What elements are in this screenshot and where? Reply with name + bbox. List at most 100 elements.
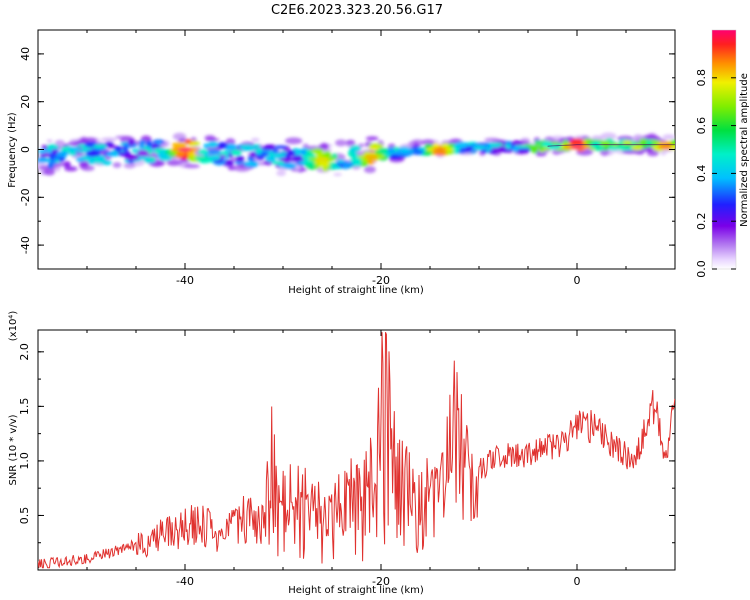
spectrogram-core-cell: [149, 157, 156, 162]
snr-panel: -40 -20 0 0.5 1.0 1.5 2.0 Height of straight l…: [8, 311, 676, 596]
spectrogram-halo-cell: [421, 139, 435, 146]
spectrogram-core-cell: [281, 162, 297, 169]
spectrogram-ylabel: Frequency (Hz): [7, 112, 18, 188]
spectrogram-core-cell: [56, 151, 69, 157]
spectrogram-halo-cell: [365, 136, 379, 141]
spectrogram-core-cell: [235, 155, 245, 163]
spectrogram-peak-core: [658, 145, 673, 149]
colorbar-tick-label: 0.0: [695, 260, 708, 278]
spectrogram-halo-cell: [54, 139, 65, 147]
spectrogram-core-cell: [441, 143, 449, 149]
spectrogram-core-cell: [489, 142, 501, 148]
spectrogram-halo-cell: [101, 137, 117, 142]
colorbar-tick-label: 0.2: [695, 212, 708, 230]
spectrogram-core-cell: [85, 150, 101, 157]
spectrogram-core-cell: [268, 151, 276, 158]
spectrogram-ridge: [547, 144, 675, 147]
spectrogram-core-cell: [289, 157, 304, 162]
spectrogram-core-cell: [337, 159, 345, 164]
colorbar-ticks: 0.0 0.2 0.4 0.6 0.8: [695, 69, 736, 278]
spectrogram-core-cell: [351, 152, 358, 156]
chart-title: C2E6.2023.323.20.56.G17: [271, 3, 443, 18]
spectrogram-halo-cell: [78, 160, 90, 168]
spectrogram-xtick-label: -20: [372, 274, 390, 287]
spectrogram-core-cell: [273, 153, 286, 158]
spectrogram-core-cell: [317, 163, 331, 168]
spectrogram-ytick-label: 0: [19, 146, 32, 153]
spectrogram-halo-cell: [599, 151, 610, 155]
spectrogram-halo-cell: [205, 138, 220, 142]
spectrogram-core-cell: [271, 148, 279, 153]
spectrogram-core-cell: [230, 149, 242, 156]
spectrogram-halo-cell: [166, 159, 183, 166]
spectrogram-peak-core: [315, 157, 330, 161]
colorbar-label: Normalized spectral amplitude: [739, 73, 750, 227]
spectrogram-halo-cell: [183, 164, 200, 169]
spectrogram-core-cell: [473, 145, 486, 151]
spectrogram-core-cell: [631, 145, 643, 151]
spectrogram-halo-cell: [363, 166, 376, 174]
spectrogram-core-cell: [311, 148, 324, 154]
spectrogram-core-cell: [114, 145, 123, 152]
spectrogram-ytick-label: 20: [19, 95, 32, 109]
spectrogram-core-cell: [123, 151, 131, 155]
spectrogram-core-cell: [93, 144, 107, 149]
snr-xtick-label: -40: [176, 575, 194, 588]
spectrogram-core-cell: [300, 149, 307, 156]
snr-xtick-label: 0: [574, 575, 581, 588]
spectrogram-ticks: -40 -20 0 -40 -20 0 20 40: [19, 29, 676, 287]
colorbar-tick-label: 0.4: [695, 165, 708, 183]
spectrogram-ytick-label: -40: [19, 236, 32, 254]
spectrogram-core-cell: [88, 158, 96, 165]
spectrogram-core-cell: [187, 152, 197, 157]
spectrogram-core-cell: [367, 161, 374, 165]
spectrogram-xtick-label: 0: [574, 274, 581, 287]
spectrogram-core-cell: [76, 149, 90, 153]
spectrogram-core-cell: [243, 161, 259, 167]
spectrogram-halo-cell: [285, 137, 303, 145]
spectrogram-core-cell: [568, 141, 582, 145]
spectrogram-core-cell: [63, 161, 71, 168]
spectrogram-xlabel: Height of straight line (km): [288, 285, 424, 296]
spectrogram-core-cell: [454, 141, 469, 149]
spectrogram-core-cell: [100, 160, 112, 166]
spectrogram-core-cell: [158, 155, 172, 161]
snr-ticks: -40 -20 0 0.5 1.0 1.5 2.0: [18, 330, 676, 588]
spectrogram-core-cell: [261, 146, 273, 151]
spectrogram-core-cell: [138, 143, 145, 149]
spectrogram-panel: -40 -20 0 -40 -20 0 20 40 Height of straight li…: [7, 29, 676, 296]
spectrogram-core-cell: [68, 150, 77, 156]
snr-ytick-label: 2.0: [18, 343, 31, 361]
spectrogram-core-cell: [394, 150, 404, 156]
spectrogram-core-cell: [253, 144, 260, 148]
snr-xtick-label: -20: [372, 575, 390, 588]
spectrogram-core-cell: [105, 152, 120, 157]
spectrogram-core-cell: [39, 153, 48, 158]
spectrogram-core-cell: [304, 162, 316, 168]
spectrogram-core-cell: [387, 146, 395, 154]
spectrogram-peak-core: [570, 145, 584, 149]
spectrogram-core-cell: [287, 149, 296, 157]
colorbar: 0.0 0.2 0.4 0.6 0.8 Normalized spectral ampl…: [695, 29, 750, 278]
spectrogram-heatmap: [38, 132, 675, 177]
snr-ylabel: SNR (10 * v/v): [8, 414, 19, 485]
spectrogram-halo-cell: [172, 132, 187, 141]
spectrogram-core-cell: [622, 140, 631, 145]
spectrogram-core-cell: [75, 157, 85, 162]
colorbar-gradient: [711, 29, 737, 270]
snr-ytick-label: 0.5: [18, 507, 31, 525]
spectrogram-core-cell: [143, 156, 152, 163]
spectrogram-core-cell: [451, 146, 460, 151]
spectrogram-halo-cell: [574, 135, 584, 140]
spectrogram-halo-cell: [346, 140, 355, 145]
snr-ytick-label: 1.0: [18, 452, 31, 470]
snr-xlabel: Height of straight line (km): [288, 585, 424, 596]
spectrogram-core-cell: [137, 150, 149, 157]
spectrogram-core-cell: [240, 145, 256, 152]
snr-yscale-label: (x10⁴): [8, 311, 19, 342]
spectrogram-core-cell: [184, 139, 192, 144]
spectrogram-halo-cell: [662, 134, 675, 140]
spectrogram-halo-cell: [294, 166, 302, 170]
spectrogram-ytick-label: -20: [19, 188, 32, 206]
